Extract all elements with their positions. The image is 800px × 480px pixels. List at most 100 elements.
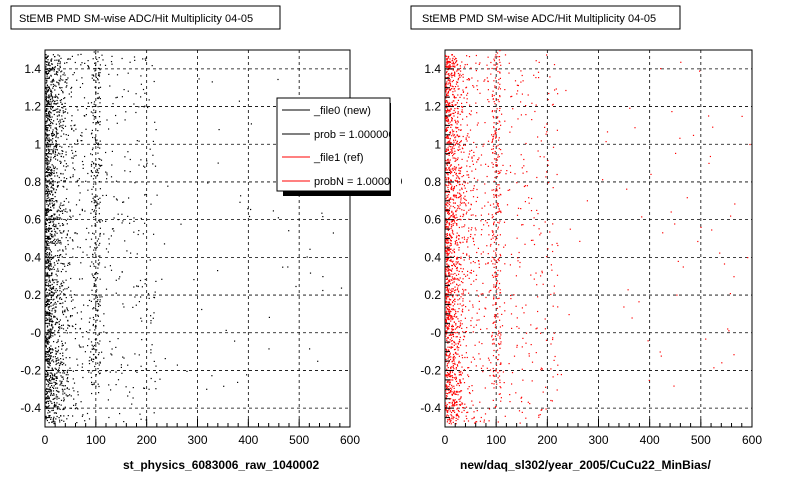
scatter-point xyxy=(454,171,456,173)
scatter-point xyxy=(492,237,494,239)
scatter-point xyxy=(473,141,475,144)
scatter-point xyxy=(445,82,447,84)
scatter-point xyxy=(106,332,108,334)
scatter-point xyxy=(53,293,55,295)
scatter-point xyxy=(445,278,447,280)
scatter-point xyxy=(105,220,107,222)
scatter-point xyxy=(101,164,103,166)
scatter-point xyxy=(52,304,54,306)
scatter-point xyxy=(447,172,449,174)
scatter-point xyxy=(45,57,47,59)
scatter-point xyxy=(447,66,449,68)
scatter-point xyxy=(452,260,454,262)
scatter-point xyxy=(447,315,450,317)
scatter-point xyxy=(455,104,457,106)
scatter-point xyxy=(516,317,518,319)
scatter-point xyxy=(161,278,163,280)
scatter-point xyxy=(57,54,59,56)
scatter-point xyxy=(49,253,51,255)
scatter-point xyxy=(54,84,56,86)
scatter-point xyxy=(48,103,50,105)
scatter-point xyxy=(454,207,456,209)
scatter-point xyxy=(476,312,478,314)
scatter-point xyxy=(68,146,70,148)
y-tick-label: -0.2 xyxy=(420,363,441,377)
scatter-point xyxy=(484,307,486,309)
scatter-point xyxy=(96,139,98,141)
scatter-point xyxy=(75,154,77,157)
scatter-point xyxy=(110,389,112,391)
scatter-point xyxy=(476,410,478,412)
scatter-point xyxy=(447,118,449,120)
scatter-point xyxy=(449,159,451,161)
scatter-point xyxy=(50,206,52,208)
scatter-point xyxy=(54,155,56,157)
scatter-point xyxy=(452,357,454,359)
scatter-point xyxy=(48,293,50,295)
scatter-point xyxy=(451,329,453,331)
scatter-point xyxy=(447,267,449,270)
scatter-point xyxy=(491,141,493,143)
scatter-point xyxy=(556,274,559,276)
x-tick-label: 300 xyxy=(187,433,207,447)
scatter-point xyxy=(50,315,52,317)
scatter-point xyxy=(456,123,458,125)
scatter-point xyxy=(455,263,457,265)
scatter-point xyxy=(56,318,58,321)
scatter-point xyxy=(445,358,447,360)
scatter-point xyxy=(455,353,458,355)
scatter-point xyxy=(60,262,62,264)
scatter-point xyxy=(48,264,50,266)
scatter-point xyxy=(74,306,76,309)
scatter-point xyxy=(499,337,501,340)
scatter-point xyxy=(46,243,49,245)
scatter-point xyxy=(45,396,47,398)
scatter-point xyxy=(58,371,60,373)
scatter-point xyxy=(555,88,557,90)
scatter-point xyxy=(487,262,489,264)
scatter-point xyxy=(49,361,51,363)
scatter-point xyxy=(50,173,52,175)
scatter-point xyxy=(50,59,52,61)
scatter-point xyxy=(138,140,140,142)
scatter-point xyxy=(449,312,451,314)
scatter-point xyxy=(51,132,54,134)
scatter-point xyxy=(45,335,47,337)
scatter-point xyxy=(58,84,60,86)
scatter-point xyxy=(448,324,450,327)
scatter-point xyxy=(448,375,450,378)
scatter-point xyxy=(495,67,497,69)
scatter-point xyxy=(77,391,79,393)
scatter-point xyxy=(449,239,451,241)
scatter-point xyxy=(56,289,58,292)
scatter-point xyxy=(446,161,448,163)
scatter-point xyxy=(484,79,486,81)
scatter-point xyxy=(483,143,485,145)
scatter-point xyxy=(489,369,492,371)
scatter-point xyxy=(458,333,460,335)
scatter-point xyxy=(57,262,59,264)
scatter-point xyxy=(447,310,450,312)
scatter-point xyxy=(519,266,521,268)
scatter-point xyxy=(493,134,495,136)
scatter-point xyxy=(58,346,60,348)
scatter-point xyxy=(97,371,100,373)
scatter-point xyxy=(63,362,65,364)
scatter-point xyxy=(463,382,466,384)
scatter-point xyxy=(453,147,455,150)
scatter-point xyxy=(458,416,460,418)
scatter-point xyxy=(504,415,506,417)
scatter-point xyxy=(93,183,95,185)
scatter-point xyxy=(51,279,53,281)
scatter-point xyxy=(456,364,458,366)
scatter-point xyxy=(98,333,100,335)
scatter-point xyxy=(88,338,90,340)
scatter-point xyxy=(445,150,447,153)
scatter-point xyxy=(463,409,465,412)
scatter-point xyxy=(448,237,450,239)
scatter-point xyxy=(541,368,543,370)
scatter-point xyxy=(535,104,537,106)
scatter-point xyxy=(59,217,61,219)
scatter-point xyxy=(155,365,157,367)
scatter-point xyxy=(62,156,65,158)
